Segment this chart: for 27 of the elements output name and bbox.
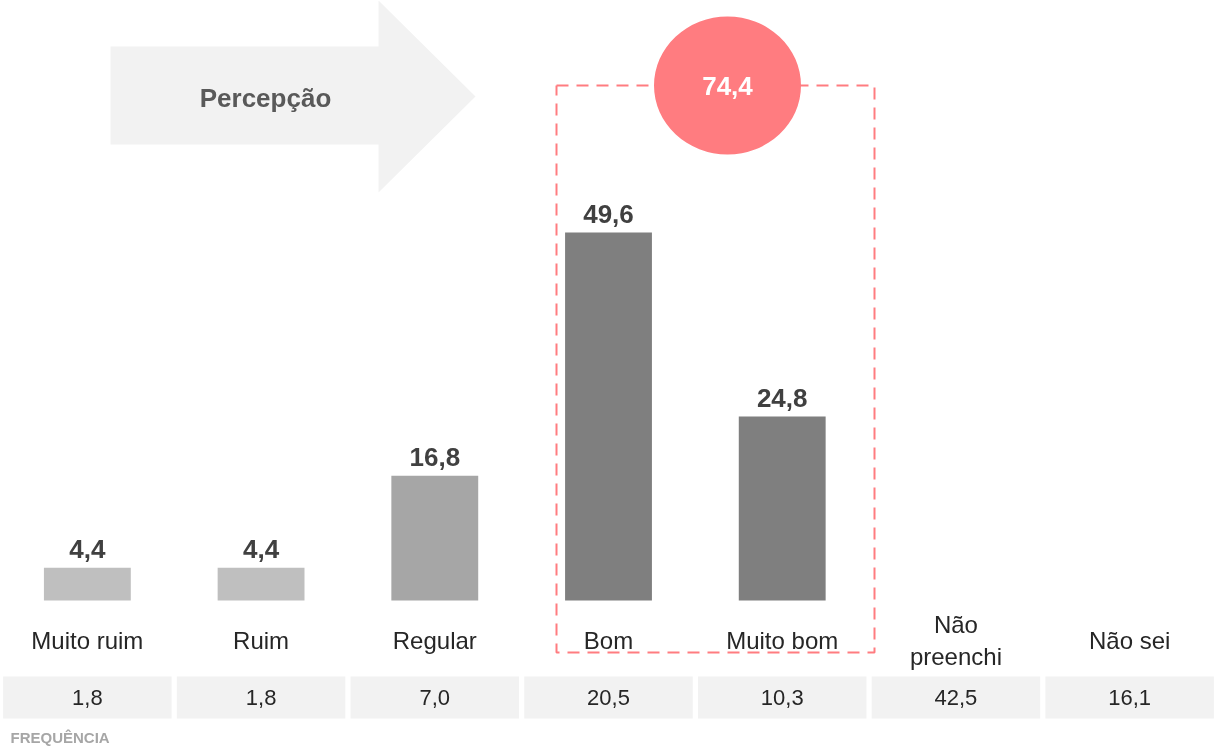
x-tick-label: Bom [583, 627, 634, 654]
text: Percepção [199, 82, 332, 113]
bar [565, 232, 652, 601]
x-tick-label: Ruim [233, 627, 290, 654]
text: 16,1 [1108, 685, 1152, 710]
text: FREQUÊNCIA [10, 729, 110, 746]
x-tick-label: Não preenchi [909, 610, 1002, 671]
data-label: 24,8 [756, 382, 808, 413]
x-tick-label: Regular [392, 627, 477, 654]
data-label: 16,8 [409, 441, 461, 472]
bar [217, 567, 305, 601]
x-tick-label: Muito bom [726, 627, 839, 654]
data-label: 4,4 [243, 533, 280, 564]
text: 42,5 [934, 685, 978, 710]
text: 74,4 [702, 70, 754, 101]
x-tick-label: Não sei [1088, 627, 1171, 654]
text: 7,0 [419, 685, 451, 710]
data-label: 49,6 [583, 198, 634, 229]
bar [391, 475, 479, 601]
bar [43, 567, 131, 601]
bar [738, 416, 826, 601]
text: 1,8 [245, 685, 277, 710]
text: 1,8 [72, 685, 103, 710]
x-tick-label: Muito ruim [31, 627, 144, 654]
data-label: 4,4 [69, 533, 106, 564]
text: 20,5 [587, 685, 630, 710]
text: 10,3 [760, 685, 804, 710]
